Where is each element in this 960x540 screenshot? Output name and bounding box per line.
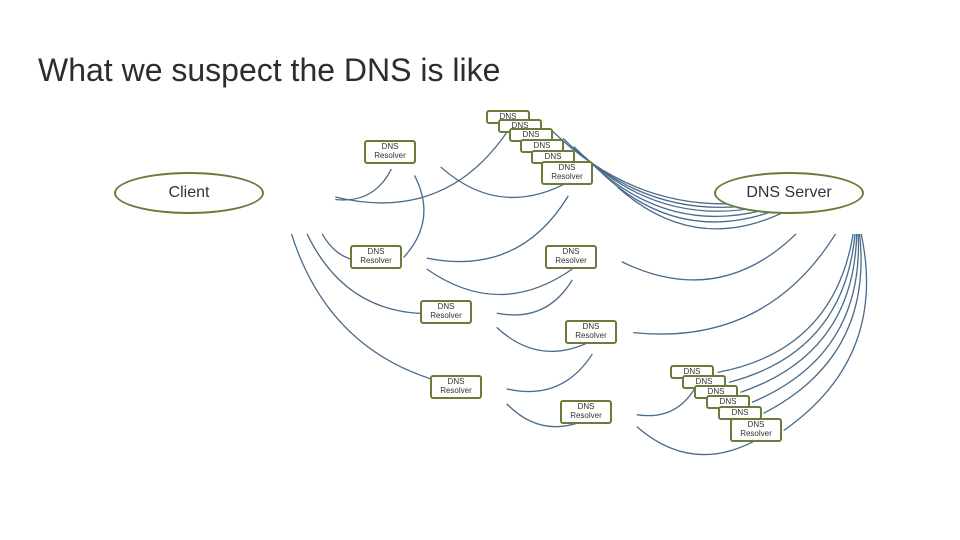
edge xyxy=(752,234,859,402)
edge xyxy=(784,234,867,431)
resolver-r_cenR: DNS Resolver xyxy=(565,320,617,344)
edge xyxy=(427,269,573,294)
edge xyxy=(335,129,509,203)
edge xyxy=(763,234,861,413)
edges-layer xyxy=(0,0,960,540)
resolver-r_midR: DNS Resolver xyxy=(545,245,597,269)
resolver-r_cen: DNS Resolver xyxy=(420,300,472,324)
edge xyxy=(740,234,856,392)
edge xyxy=(637,386,697,416)
endpoint-server: DNS Server xyxy=(714,172,864,214)
resolver-r_low: DNS Resolver xyxy=(430,375,482,399)
edge xyxy=(622,234,796,280)
resolver-r_lowR: DNS Resolver xyxy=(560,400,612,424)
edge xyxy=(633,234,835,334)
resolver-r_br6: DNS Resolver xyxy=(730,418,782,442)
edge xyxy=(507,354,593,391)
resolver-r_top6: DNS Resolver xyxy=(541,161,593,185)
edge xyxy=(335,169,391,200)
edge xyxy=(718,234,854,372)
endpoint-client: Client xyxy=(114,172,264,214)
edge xyxy=(729,234,855,382)
edge xyxy=(404,175,424,257)
resolver-r_left: DNS Resolver xyxy=(364,140,416,164)
edge xyxy=(497,280,573,315)
diagram-stage: ClientDNS ServerDNSDNSDNSDNSDNSDNS Resol… xyxy=(0,0,960,540)
resolver-r_midL: DNS Resolver xyxy=(350,245,402,269)
